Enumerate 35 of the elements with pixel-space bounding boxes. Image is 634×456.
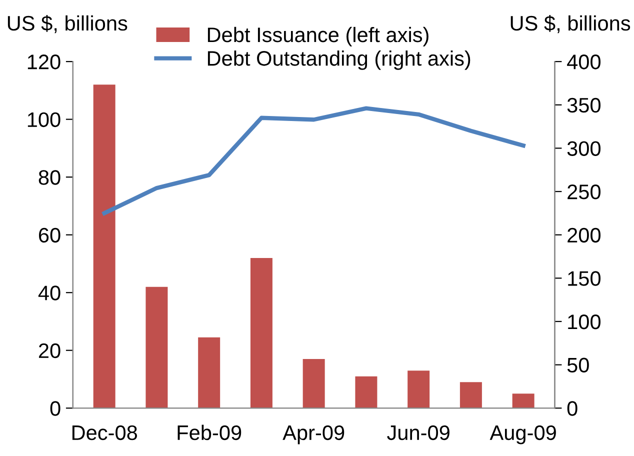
x-tick-label: Apr-09 [282, 425, 344, 444]
y2-tick-label: 50 [567, 358, 589, 373]
y2-tick-label: 200 [568, 228, 600, 243]
y2-tick-label: 150 [568, 271, 600, 286]
y-tick-label: 40 [38, 286, 60, 300]
y-tick-label: 20 [38, 343, 60, 358]
bar [512, 394, 534, 408]
y-axis-title: US $, billions [8, 15, 128, 34]
y2-axis-title: US $, billions [510, 15, 630, 34]
y2-tick-label: 250 [568, 184, 600, 200]
line-series [102, 106, 526, 216]
bar [93, 84, 116, 408]
y2-tick-label: 0 [567, 401, 578, 416]
y2-tick-label: 350 [567, 98, 600, 113]
y-tick-label: 60 [38, 228, 60, 243]
y2-tick-label: 300 [567, 141, 600, 156]
y2-tick-label: 100 [568, 314, 600, 330]
x-tick-label: Aug-09 [490, 425, 556, 444]
bar [460, 382, 482, 408]
legend-label: Debt Outstanding (right axis) [208, 50, 470, 70]
bar [198, 337, 220, 408]
bar [146, 286, 168, 408]
x-tick-label: Feb-09 [178, 424, 242, 440]
x-tick-label: Jun-09 [387, 425, 450, 440]
y-tick-label: 0 [50, 401, 60, 416]
y2-tick-label: 400 [567, 54, 600, 70]
bar [355, 376, 378, 408]
bar [408, 370, 430, 408]
bar [250, 258, 272, 408]
y-tick-label: 80 [38, 170, 60, 185]
x-tick-label: Dec-08 [72, 425, 138, 440]
legend-label: Debt Issuance (left axis) [208, 26, 428, 46]
bar [302, 359, 325, 408]
y-tick-label: 100 [28, 112, 60, 128]
y-tick-label: 120 [28, 54, 60, 70]
